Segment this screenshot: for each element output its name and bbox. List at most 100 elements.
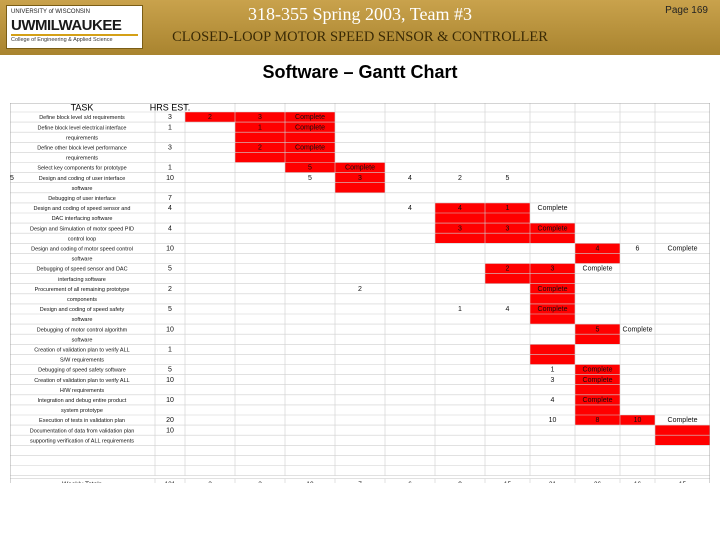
- gantt-cell-8-9: 6: [636, 246, 640, 253]
- weekly-total-7: 21: [549, 481, 557, 483]
- task-name-2: requirements: [66, 156, 98, 162]
- page-number: Page 169: [665, 5, 708, 16]
- gantt-cell-3-3: Complete: [345, 165, 375, 172]
- task-name-4: software: [72, 186, 93, 192]
- task-hours-12: 10: [166, 326, 174, 333]
- gantt-cell-7-5: 3: [458, 225, 462, 232]
- weekly-total-5: 9: [458, 481, 462, 483]
- gantt-cell-15-7: 3: [551, 377, 555, 384]
- task-hours-2: 3: [168, 145, 172, 152]
- weekly-total-8: 26: [594, 481, 602, 483]
- weekly-total-3: 7: [358, 481, 362, 483]
- logo-line-1: UNIVERSITY of WISCONSIN: [11, 9, 90, 15]
- task-name-4: Design and coding of user interface: [39, 176, 126, 182]
- task-name-16: system prototype: [61, 408, 103, 414]
- task-name-8: Design and coding of motor speed control: [31, 247, 133, 253]
- gantt-bar-17-9: [620, 415, 655, 426]
- task-hours-4: 10: [166, 175, 174, 182]
- gantt-bar-17-8: [575, 415, 620, 426]
- task-name-10: Procurement of all remaining prototype: [35, 287, 130, 293]
- task-name-3: Select key components for prototype: [37, 166, 126, 172]
- task-hours-7: 4: [168, 225, 172, 232]
- gantt-cell-6-6: 1: [506, 205, 510, 212]
- task-hours-6: 4: [168, 205, 172, 212]
- gantt-cell-10-7: Complete: [538, 286, 568, 293]
- task-name-7: Design and Simulation of motor speed PID: [30, 226, 134, 232]
- gantt-cell-11-7: Complete: [538, 306, 568, 313]
- gantt-chart-table: TASK HRS EST. Define block level s/d requi…: [10, 103, 710, 483]
- gantt-cell-1-2: Complete: [295, 124, 325, 131]
- task-hours-15: 10: [166, 377, 174, 384]
- gantt-cell-6-5: 4: [458, 205, 462, 212]
- header-subtitle: CLOSED-LOOP MOTOR SPEED SENSOR & CONTROL…: [172, 29, 548, 45]
- task-name-10: components: [67, 297, 97, 303]
- task-hours-13: 1: [168, 347, 172, 354]
- gantt-cell-6-4: 4: [408, 205, 412, 212]
- gantt-cell-7-6: 3: [506, 225, 510, 232]
- gantt-cell-12-8: 5: [596, 326, 600, 333]
- gantt-cell-11-5: 1: [458, 306, 462, 313]
- task-hours-11: 5: [168, 306, 172, 313]
- gantt-cell-3-2: 5: [308, 165, 312, 172]
- gantt-cell-17-8: 8: [596, 417, 600, 424]
- task-name-13: S/W requirements: [60, 358, 104, 364]
- gantt-cell-0-1: 3: [258, 114, 262, 121]
- gantt-cell-0-0: 2: [208, 114, 212, 121]
- gantt-bar-0-2: [285, 112, 335, 123]
- task-name-15: Creation of validation plan to verify AL…: [34, 378, 129, 384]
- gantt-bar-0-1: [235, 112, 285, 123]
- gantt-cell-9-6: 2: [506, 266, 510, 273]
- task-hours-1: 1: [168, 124, 172, 131]
- university-logo: UNIVERSITY of WISCONSIN UWMILWAUKEE Coll…: [6, 5, 143, 49]
- weekly-total-6: 15: [504, 481, 512, 483]
- task-name-13: Creation of validation plan to verify AL…: [34, 348, 129, 354]
- task-name-1: Define block level electrical interface: [38, 125, 127, 131]
- gantt-cell-16-8: Complete: [583, 397, 613, 404]
- table-frame: [10, 103, 710, 483]
- gantt-cell-4-11: 15: [10, 175, 14, 182]
- gantt-cell-7-7: Complete: [538, 225, 568, 232]
- task-hours-3: 1: [168, 165, 172, 172]
- task-name-15: H/W requirements: [60, 388, 105, 394]
- weekly-total-10: 15: [679, 481, 687, 483]
- gantt-cell-10-3: 2: [358, 286, 362, 293]
- weekly-totals-hours: 131: [165, 481, 176, 483]
- task-name-11: Design and coding of speed safety: [40, 307, 125, 313]
- task-name-18: supporting verification of ALL requireme…: [30, 438, 134, 444]
- gantt-cell-9-7: 3: [551, 266, 555, 273]
- header-title: 318-355 Spring 2003, Team #3: [248, 4, 472, 24]
- gantt-cell-4-2: 5: [308, 175, 312, 182]
- task-name-2: Define other block level performance: [37, 146, 127, 152]
- task-hours-17: 20: [166, 417, 174, 424]
- logo-gold-bar: [11, 34, 138, 36]
- gantt-cell-2-2: Complete: [295, 145, 325, 152]
- weekly-totals-label: Weekly Totals: [62, 481, 103, 483]
- task-hours-0: 3: [168, 114, 172, 121]
- task-name-5: Debugging of user interface: [48, 196, 116, 202]
- task-hours-8: 10: [166, 246, 174, 253]
- task-name-12: software: [72, 337, 93, 343]
- gantt-cell-14-8: Complete: [583, 367, 613, 374]
- task-hours-18: 10: [166, 427, 174, 434]
- task-name-7: control loop: [68, 236, 96, 242]
- gantt-cell-2-1: 2: [258, 145, 262, 152]
- task-hours-16: 10: [166, 397, 174, 404]
- task-name-17: Execution of tests in validation plan: [39, 418, 125, 424]
- gantt-cell-8-8: 4: [596, 246, 600, 253]
- gantt-bar-3-2: [285, 162, 335, 173]
- task-name-18: Documentation of data from validation pl…: [30, 428, 135, 434]
- task-name-11: software: [72, 317, 93, 323]
- gantt-cell-15-8: Complete: [583, 377, 613, 384]
- logo-line-2: UWMILWAUKEE: [11, 17, 122, 34]
- task-name-9: interfacing software: [58, 277, 106, 283]
- task-hours-10: 2: [168, 286, 172, 293]
- gantt-cell-16-7: 4: [551, 397, 555, 404]
- task-column-header: TASK: [71, 103, 94, 113]
- slide-title: Software – Gantt Chart: [262, 62, 458, 82]
- gantt-cell-6-7: Complete: [538, 205, 568, 212]
- weekly-total-9: 16: [634, 481, 642, 483]
- task-name-14: Debugging of speed safety software: [38, 368, 126, 374]
- gantt-cell-17-7: 10: [549, 417, 557, 424]
- task-name-6: Design and coding of speed sensor and: [34, 206, 131, 212]
- slide-header: UNIVERSITY of WISCONSIN UWMILWAUKEE Coll…: [0, 0, 720, 55]
